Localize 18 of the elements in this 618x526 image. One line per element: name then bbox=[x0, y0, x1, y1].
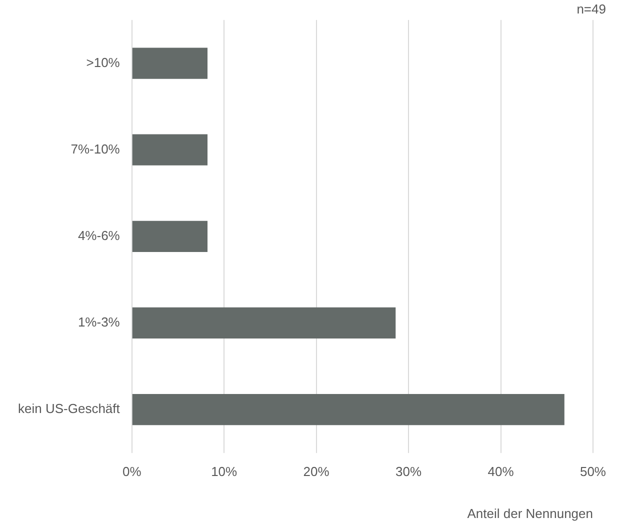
bar bbox=[132, 220, 208, 252]
x-tick-label: 20% bbox=[303, 464, 330, 480]
y-tick-label: kein US-Geschäft bbox=[18, 401, 120, 416]
y-tick-label: >10% bbox=[86, 54, 120, 70]
bar bbox=[132, 48, 208, 79]
y-tick-label: 4%-6% bbox=[78, 228, 120, 243]
bar bbox=[132, 307, 396, 339]
bar bbox=[132, 134, 208, 166]
x-tick-label: 30% bbox=[396, 464, 422, 480]
text: n=49 bbox=[576, 2, 606, 17]
x-tick-label: 10% bbox=[211, 464, 238, 480]
x-tick-label: 0% bbox=[122, 464, 142, 480]
bar bbox=[132, 394, 564, 426]
y-tick-label: 7%-10% bbox=[70, 141, 120, 156]
x-axis-title: Anteil der Nennungen bbox=[467, 506, 593, 521]
x-tick-label: 40% bbox=[488, 464, 514, 480]
y-tick-label: 1%-3% bbox=[78, 314, 120, 330]
x-tick-label: 50% bbox=[580, 464, 606, 480]
